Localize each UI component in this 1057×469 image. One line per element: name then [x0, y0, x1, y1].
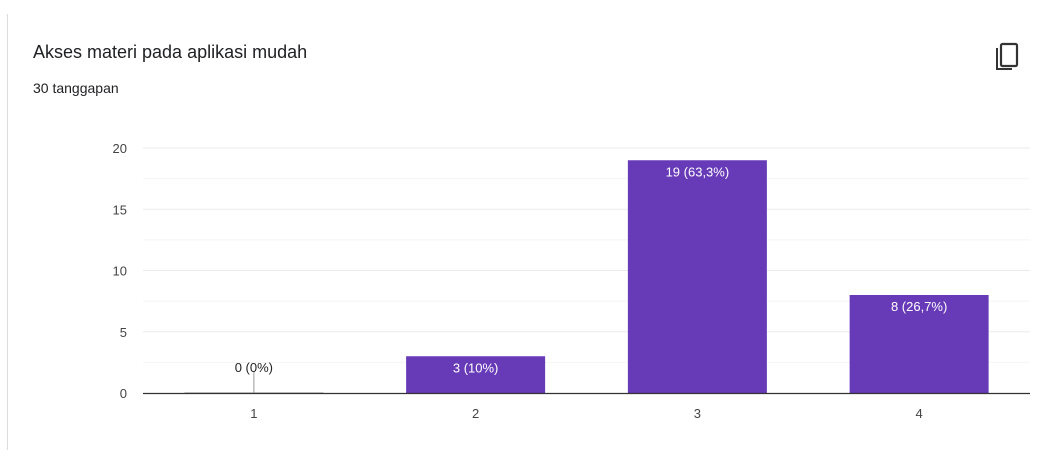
- y-tick-label: 10: [113, 264, 127, 279]
- card-left-border: [7, 14, 8, 450]
- chart-data-labels: 0 (0%) 3 (10%) 19 (63,3%) 8 (26,7%): [235, 164, 948, 375]
- chart-gridlines: [143, 147, 1030, 363]
- y-tick-label: 20: [113, 141, 127, 156]
- y-tick-label: 15: [113, 202, 127, 217]
- x-tick-label: 2: [472, 406, 479, 421]
- copy-icon: [996, 42, 1019, 70]
- chart-bars: [184, 160, 989, 393]
- bar: [406, 356, 546, 393]
- bar-data-label: 3 (10%): [453, 360, 499, 375]
- bar: [849, 295, 989, 393]
- x-tick-label: 1: [250, 406, 257, 421]
- chart-axes: 0 5 10 15 20 1 2 3 4: [113, 141, 1030, 421]
- bar-data-label: 8 (26,7%): [891, 299, 947, 314]
- bar: [627, 160, 767, 393]
- bar-data-label: 0 (0%): [235, 360, 273, 375]
- y-tick-label: 5: [120, 325, 127, 340]
- response-count: 30 tanggapan: [33, 80, 119, 96]
- x-tick-label: 3: [694, 406, 701, 421]
- x-tick-label: 4: [916, 406, 923, 421]
- copy-chart-button[interactable]: [988, 38, 1028, 78]
- question-title: Akses materi pada aplikasi mudah: [33, 42, 308, 62]
- bar-data-label: 19 (63,3%): [666, 164, 730, 179]
- y-tick-label: 0: [120, 386, 127, 401]
